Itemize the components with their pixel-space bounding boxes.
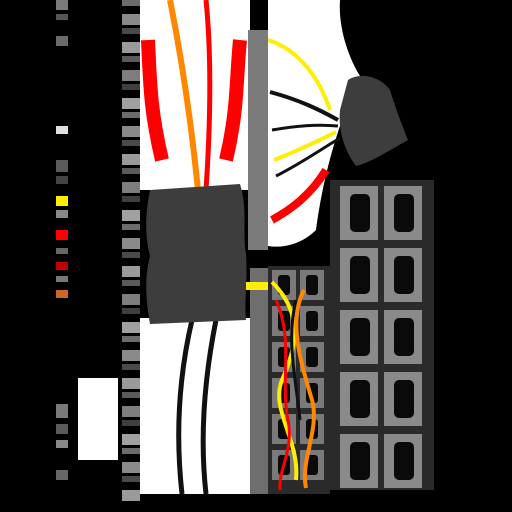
grey-stripe [122, 42, 140, 53]
terminal-socket [394, 256, 414, 294]
terminal-socket [350, 318, 370, 356]
upper-right-wire-panel [267, 0, 360, 247]
grey-stripe [122, 448, 140, 454]
grey-stripe [122, 112, 140, 118]
grey-stripe [122, 70, 140, 81]
grey-stripe [122, 308, 140, 314]
grey-stripe [122, 56, 140, 62]
grey-stripe-strip [248, 30, 268, 250]
grey-stripe [122, 434, 140, 445]
grey-stripe [122, 28, 140, 34]
terminal-socket [394, 194, 414, 232]
grey-stripe [122, 224, 140, 230]
terminal-socket [306, 347, 318, 367]
grey-stripe [122, 462, 140, 473]
terminal-socket [306, 275, 318, 295]
terminal-socket [306, 311, 318, 331]
grey-stripe [122, 420, 140, 426]
center-connector-body [146, 184, 247, 324]
grey-stripe [122, 280, 140, 286]
grey-stripe [122, 364, 140, 370]
terminal-socket [350, 194, 370, 232]
grey-stripe [122, 266, 140, 277]
terminal-socket [394, 442, 414, 480]
grey-stripe [122, 84, 140, 90]
terminal-socket [394, 380, 414, 418]
grey-stripe [122, 126, 140, 137]
lower-sleeve-panel [140, 318, 250, 495]
grey-stripe [122, 0, 140, 6]
grey-stripe [122, 476, 140, 482]
terminal-socket [394, 318, 414, 356]
terminal-socket [350, 256, 370, 294]
grey-stripe [122, 210, 140, 221]
grey-stripe [122, 238, 140, 249]
grey-stripe [122, 252, 140, 258]
terminal-socket [350, 380, 370, 418]
terminal-socket [306, 455, 318, 475]
grey-stripe [122, 196, 140, 202]
grey-stripe [122, 322, 140, 333]
plug-housing [339, 75, 408, 166]
grey-stripe [122, 182, 140, 193]
braided-wires [270, 280, 316, 491]
left-swatch-strip [56, 0, 68, 480]
white-label-block [78, 378, 118, 460]
grey-stripe [122, 14, 140, 25]
grey-stripe [122, 168, 140, 174]
terminal-socket [350, 442, 370, 480]
grey-stripe [122, 294, 140, 305]
grey-stripe [122, 406, 140, 417]
yellow-wire-stub [246, 282, 272, 290]
grey-stripe-strip-lower [250, 268, 272, 494]
upper-sleeve-panel [140, 0, 250, 191]
grey-stripe [122, 392, 140, 398]
grey-stripe [122, 336, 140, 342]
grey-stripe [122, 350, 140, 361]
grey-stripe [122, 490, 140, 501]
terminal-grid-large [330, 180, 434, 490]
grey-stripe [122, 378, 140, 389]
grey-stripe [122, 98, 140, 109]
grey-stripe [122, 140, 140, 146]
grey-stripe-column [122, 0, 140, 501]
grey-stripe [122, 154, 140, 165]
